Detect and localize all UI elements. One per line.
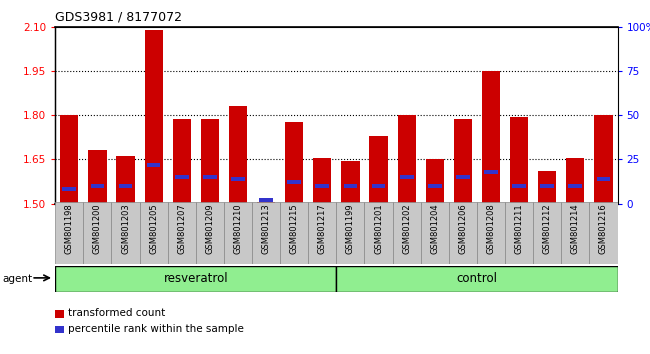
Bar <box>569 184 582 188</box>
Text: GSM801205: GSM801205 <box>149 204 158 254</box>
Bar <box>337 202 365 264</box>
Bar <box>538 171 556 204</box>
Bar <box>280 202 308 264</box>
Bar <box>449 202 477 264</box>
Bar <box>400 175 413 179</box>
Bar <box>341 161 359 204</box>
Bar <box>315 184 329 188</box>
Bar <box>257 202 275 204</box>
Bar <box>55 266 337 292</box>
Text: percentile rank within the sample: percentile rank within the sample <box>68 324 244 334</box>
Text: GSM801210: GSM801210 <box>233 204 242 254</box>
Bar <box>512 184 526 188</box>
Bar <box>252 202 280 264</box>
Bar <box>590 202 618 264</box>
Text: GSM801202: GSM801202 <box>402 204 411 254</box>
Text: GSM801207: GSM801207 <box>177 204 187 255</box>
Text: control: control <box>456 272 497 285</box>
Text: GSM801204: GSM801204 <box>430 204 439 254</box>
Bar <box>372 184 385 188</box>
Text: GSM801214: GSM801214 <box>571 204 580 254</box>
Bar <box>224 202 252 264</box>
Bar <box>259 198 273 202</box>
Bar <box>60 115 79 204</box>
Bar <box>83 202 112 264</box>
Bar <box>561 202 590 264</box>
Bar <box>231 177 245 181</box>
Text: transformed count: transformed count <box>68 308 166 318</box>
Bar <box>116 156 135 204</box>
Text: GSM801208: GSM801208 <box>486 204 495 255</box>
Text: GSM801203: GSM801203 <box>121 204 130 255</box>
Bar <box>421 202 448 264</box>
Bar <box>428 184 441 188</box>
Bar <box>313 158 332 204</box>
Bar <box>119 184 133 188</box>
Text: GSM801211: GSM801211 <box>515 204 524 254</box>
Text: GSM801209: GSM801209 <box>205 204 214 254</box>
Bar <box>597 177 610 181</box>
Text: GSM801206: GSM801206 <box>458 204 467 255</box>
Bar <box>337 266 618 292</box>
Bar <box>62 188 76 191</box>
Text: GSM801200: GSM801200 <box>93 204 102 254</box>
Text: agent: agent <box>2 274 32 284</box>
Text: GSM801198: GSM801198 <box>65 204 74 255</box>
Bar <box>88 150 107 204</box>
Bar <box>456 175 470 179</box>
Text: GSM801199: GSM801199 <box>346 204 355 254</box>
Text: GSM801201: GSM801201 <box>374 204 383 254</box>
Text: GSM801212: GSM801212 <box>543 204 552 254</box>
Bar <box>175 175 188 179</box>
Bar <box>398 115 416 204</box>
Bar <box>454 120 472 204</box>
Bar <box>566 158 584 204</box>
Bar <box>369 136 387 204</box>
Bar <box>229 106 247 204</box>
Bar <box>147 163 161 166</box>
Text: GDS3981 / 8177072: GDS3981 / 8177072 <box>55 11 182 24</box>
Bar <box>344 184 358 188</box>
Bar <box>168 202 196 264</box>
Bar <box>201 120 219 204</box>
Bar <box>203 175 216 179</box>
Bar <box>393 202 421 264</box>
Bar <box>482 71 500 204</box>
Bar <box>477 202 505 264</box>
Bar <box>505 202 533 264</box>
Bar <box>308 202 337 264</box>
Bar <box>510 116 528 204</box>
Text: GSM801215: GSM801215 <box>290 204 299 254</box>
Bar <box>533 202 561 264</box>
Text: GSM801217: GSM801217 <box>318 204 327 255</box>
Bar <box>90 184 104 188</box>
Bar <box>140 202 168 264</box>
Text: GSM801216: GSM801216 <box>599 204 608 255</box>
Bar <box>594 115 612 204</box>
Bar <box>144 29 162 204</box>
Bar <box>287 181 301 184</box>
Bar <box>540 184 554 188</box>
Bar <box>173 120 191 204</box>
Bar <box>365 202 393 264</box>
Bar <box>196 202 224 264</box>
Bar <box>426 159 444 204</box>
Bar <box>285 122 304 204</box>
Bar <box>112 202 140 264</box>
Bar <box>484 170 498 173</box>
Text: resveratrol: resveratrol <box>164 272 228 285</box>
Bar <box>55 202 83 264</box>
Text: GSM801213: GSM801213 <box>261 204 270 255</box>
